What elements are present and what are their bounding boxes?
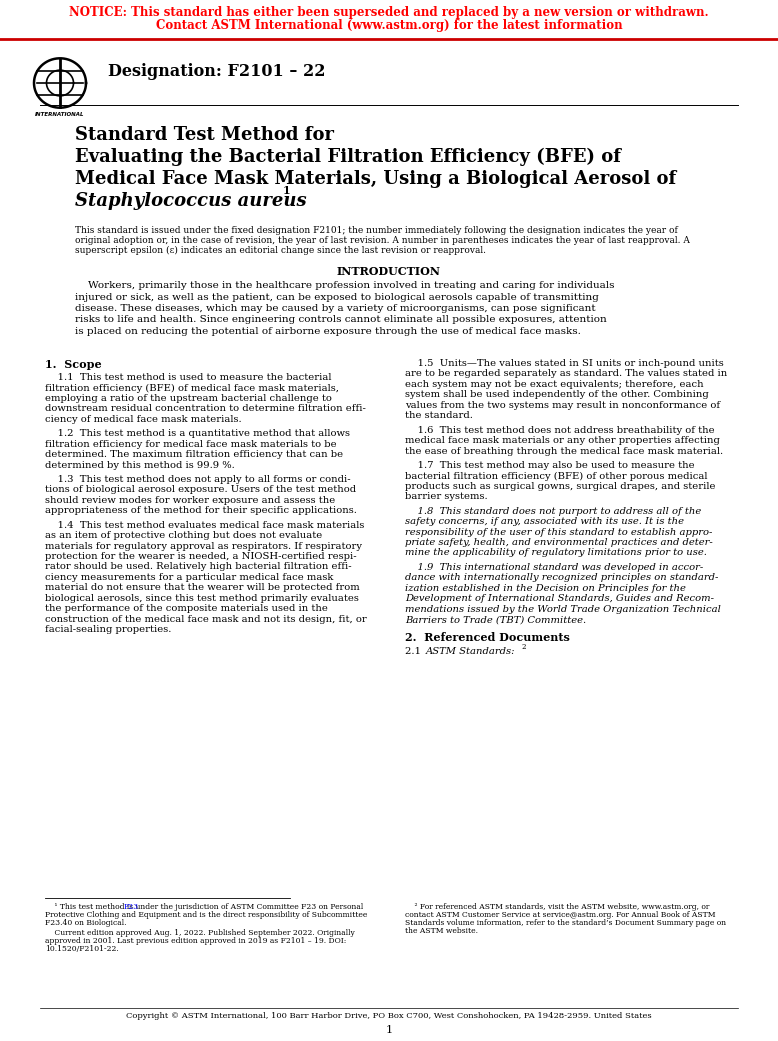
Text: NOTICE: This standard has either been superseded and replaced by a new version o: NOTICE: This standard has either been su… bbox=[69, 6, 709, 19]
Text: safety concerns, if any, associated with its use. It is the: safety concerns, if any, associated with… bbox=[405, 517, 684, 526]
Text: as an item of protective clothing but does not evaluate: as an item of protective clothing but do… bbox=[45, 531, 322, 540]
Text: values from the two systems may result in nonconformance of: values from the two systems may result i… bbox=[405, 401, 720, 410]
Text: INTRODUCTION: INTRODUCTION bbox=[337, 266, 441, 277]
Text: facial-sealing properties.: facial-sealing properties. bbox=[45, 625, 171, 634]
Text: Medical Face Mask Materials, Using a Biological Aerosol of: Medical Face Mask Materials, Using a Bio… bbox=[75, 170, 676, 188]
Text: protection for the wearer is needed, a NIOSH-certified respi-: protection for the wearer is needed, a N… bbox=[45, 552, 356, 561]
Text: 1.5  Units—The values stated in SI units or inch-pound units: 1.5 Units—The values stated in SI units … bbox=[405, 359, 724, 369]
Text: priate safety, health, and environmental practices and deter-: priate safety, health, and environmental… bbox=[405, 538, 713, 547]
Text: 1.4  This test method evaluates medical face mask materials: 1.4 This test method evaluates medical f… bbox=[45, 520, 364, 530]
Text: 1.1  This test method is used to measure the bacterial: 1.1 This test method is used to measure … bbox=[45, 373, 331, 382]
Text: the ease of breathing through the medical face mask material.: the ease of breathing through the medica… bbox=[405, 447, 723, 456]
Text: Development of International Standards, Guides and Recom-: Development of International Standards, … bbox=[405, 594, 714, 603]
Text: ² For referenced ASTM standards, visit the ASTM website, www.astm.org, or: ² For referenced ASTM standards, visit t… bbox=[405, 903, 710, 911]
Text: F23: F23 bbox=[124, 903, 139, 911]
Text: disease. These diseases, which may be caused by a variety of microorganisms, can: disease. These diseases, which may be ca… bbox=[75, 304, 596, 313]
Text: Copyright © ASTM International, 100 Barr Harbor Drive, PO Box C700, West Conshoh: Copyright © ASTM International, 100 Barr… bbox=[126, 1012, 652, 1020]
Text: determined. The maximum filtration efficiency that can be: determined. The maximum filtration effic… bbox=[45, 450, 343, 459]
Text: Evaluating the Bacterial Filtration Efficiency (BFE) of: Evaluating the Bacterial Filtration Effi… bbox=[75, 148, 621, 167]
Text: contact ASTM Customer Service at service@astm.org. For Annual Book of ASTM: contact ASTM Customer Service at service… bbox=[405, 911, 716, 919]
Text: Workers, primarily those in the healthcare profession involved in treating and c: Workers, primarily those in the healthca… bbox=[75, 281, 615, 290]
Text: ciency measurements for a particular medical face mask: ciency measurements for a particular med… bbox=[45, 573, 334, 582]
Text: 2: 2 bbox=[522, 642, 527, 651]
Text: Staphylococcus aureus: Staphylococcus aureus bbox=[75, 192, 307, 210]
Text: approved in 2001. Last previous edition approved in 2019 as F2101 – 19. DOI:: approved in 2001. Last previous edition … bbox=[45, 937, 346, 945]
Text: Standard Test Method for: Standard Test Method for bbox=[75, 126, 334, 144]
Text: superscript epsilon (ε) indicates an editorial change since the last revision or: superscript epsilon (ε) indicates an edi… bbox=[75, 246, 486, 255]
Text: mendations issued by the World Trade Organization Technical: mendations issued by the World Trade Org… bbox=[405, 605, 721, 614]
Text: Barriers to Trade (TBT) Committee.: Barriers to Trade (TBT) Committee. bbox=[405, 615, 586, 625]
Text: products such as surgical gowns, surgical drapes, and sterile: products such as surgical gowns, surgica… bbox=[405, 482, 716, 491]
Text: This standard is issued under the fixed designation F2101; the number immediatel: This standard is issued under the fixed … bbox=[75, 226, 678, 235]
Text: original adoption or, in the case of revision, the year of last revision. A numb: original adoption or, in the case of rev… bbox=[75, 236, 690, 245]
Text: biological aerosols, since this test method primarily evaluates: biological aerosols, since this test met… bbox=[45, 593, 359, 603]
Text: barrier systems.: barrier systems. bbox=[405, 492, 488, 502]
Text: the standard.: the standard. bbox=[405, 411, 473, 421]
Text: system shall be used independently of the other. Combining: system shall be used independently of th… bbox=[405, 390, 709, 400]
Text: injured or sick, as well as the patient, can be exposed to biological aerosols c: injured or sick, as well as the patient,… bbox=[75, 293, 599, 302]
Text: risks to life and health. Since engineering controls cannot eliminate all possib: risks to life and health. Since engineer… bbox=[75, 315, 607, 325]
Text: 1.7  This test method may also be used to measure the: 1.7 This test method may also be used to… bbox=[405, 461, 695, 469]
Text: construction of the medical face mask and not its design, fit, or: construction of the medical face mask an… bbox=[45, 614, 366, 624]
Text: 1.8  This standard does not purport to address all of the: 1.8 This standard does not purport to ad… bbox=[405, 507, 701, 515]
Text: 1.9  This international standard was developed in accor-: 1.9 This international standard was deve… bbox=[405, 563, 703, 572]
Text: Current edition approved Aug. 1, 2022. Published September 2022. Originally: Current edition approved Aug. 1, 2022. P… bbox=[45, 929, 355, 937]
Text: bacterial filtration efficiency (BFE) of other porous medical: bacterial filtration efficiency (BFE) of… bbox=[405, 472, 707, 481]
Text: is placed on reducing the potential of airborne exposure through the use of medi: is placed on reducing the potential of a… bbox=[75, 327, 581, 336]
Text: F23.40 on Biological.: F23.40 on Biological. bbox=[45, 919, 127, 926]
Text: filtration efficiency (BFE) of medical face mask materials,: filtration efficiency (BFE) of medical f… bbox=[45, 383, 339, 392]
Text: 1.  Scope: 1. Scope bbox=[45, 359, 102, 370]
Text: material do not ensure that the wearer will be protected from: material do not ensure that the wearer w… bbox=[45, 583, 359, 592]
Text: Designation: F2101 – 22: Designation: F2101 – 22 bbox=[108, 64, 325, 80]
Text: Protective Clothing and Equipment and is the direct responsibility of Subcommitt: Protective Clothing and Equipment and is… bbox=[45, 911, 367, 919]
Text: 1.6  This test method does not address breathability of the: 1.6 This test method does not address br… bbox=[405, 426, 715, 435]
Text: dance with internationally recognized principles on standard-: dance with internationally recognized pr… bbox=[405, 574, 718, 582]
Text: the performance of the composite materials used in the: the performance of the composite materia… bbox=[45, 604, 328, 613]
Text: ciency of medical face mask materials.: ciency of medical face mask materials. bbox=[45, 414, 242, 424]
Text: 1.3  This test method does not apply to all forms or condi-: 1.3 This test method does not apply to a… bbox=[45, 475, 351, 484]
Text: 1: 1 bbox=[283, 185, 291, 196]
Text: determined by this method is 99.9 %.: determined by this method is 99.9 %. bbox=[45, 460, 235, 469]
Text: tions of biological aerosol exposure. Users of the test method: tions of biological aerosol exposure. Us… bbox=[45, 485, 356, 494]
Text: 2.  Referenced Documents: 2. Referenced Documents bbox=[405, 632, 569, 642]
Text: responsibility of the user of this standard to establish appro-: responsibility of the user of this stand… bbox=[405, 528, 713, 536]
Text: 2.1: 2.1 bbox=[405, 646, 427, 656]
Text: Contact ASTM International (www.astm.org) for the latest information: Contact ASTM International (www.astm.org… bbox=[156, 19, 622, 32]
Text: ¹ This test method is under the jurisdiction of ASTM Committee F23 on Personal: ¹ This test method is under the jurisdic… bbox=[45, 903, 363, 911]
Text: Standards volume information, refer to the standard’s Document Summary page on: Standards volume information, refer to t… bbox=[405, 919, 726, 926]
Text: should review modes for worker exposure and assess the: should review modes for worker exposure … bbox=[45, 496, 335, 505]
Text: ASTM Standards:: ASTM Standards: bbox=[426, 646, 516, 656]
Text: rator should be used. Relatively high bacterial filtration effi-: rator should be used. Relatively high ba… bbox=[45, 562, 352, 572]
Text: each system may not be exact equivalents; therefore, each: each system may not be exact equivalents… bbox=[405, 380, 703, 389]
Text: INTERNATIONAL: INTERNATIONAL bbox=[35, 112, 85, 117]
Text: 10.1520/F2101-22.: 10.1520/F2101-22. bbox=[45, 945, 119, 953]
Text: 1.2  This test method is a quantitative method that allows: 1.2 This test method is a quantitative m… bbox=[45, 429, 350, 438]
Text: appropriateness of the method for their specific applications.: appropriateness of the method for their … bbox=[45, 506, 357, 515]
Text: employing a ratio of the upstream bacterial challenge to: employing a ratio of the upstream bacter… bbox=[45, 393, 332, 403]
Text: are to be regarded separately as standard. The values stated in: are to be regarded separately as standar… bbox=[405, 370, 727, 379]
Text: downstream residual concentration to determine filtration effi-: downstream residual concentration to det… bbox=[45, 404, 366, 413]
Text: ization established in the Decision on Principles for the: ization established in the Decision on P… bbox=[405, 584, 686, 592]
Text: filtration efficiency for medical face mask materials to be: filtration efficiency for medical face m… bbox=[45, 439, 337, 449]
Text: medical face mask materials or any other properties affecting: medical face mask materials or any other… bbox=[405, 436, 720, 446]
Text: materials for regulatory approval as respirators. If respiratory: materials for regulatory approval as res… bbox=[45, 541, 362, 551]
Text: mine the applicability of regulatory limitations prior to use.: mine the applicability of regulatory lim… bbox=[405, 549, 707, 558]
Text: the ASTM website.: the ASTM website. bbox=[405, 926, 478, 935]
Text: 1: 1 bbox=[385, 1025, 393, 1035]
